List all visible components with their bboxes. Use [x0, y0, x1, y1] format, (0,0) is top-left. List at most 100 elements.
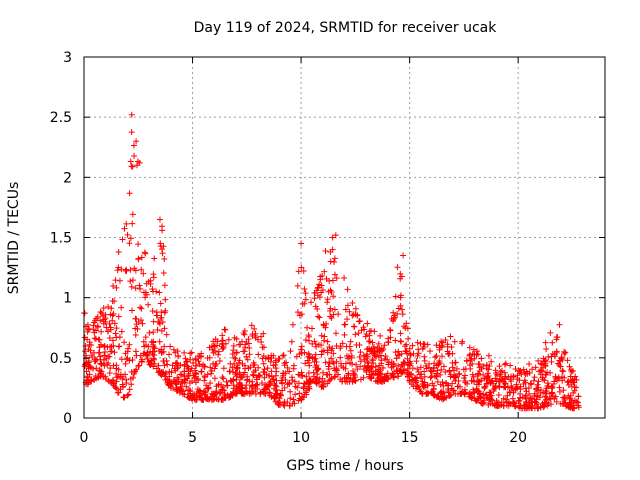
data-point: [278, 392, 285, 399]
data-point: [501, 369, 508, 376]
data-point: [512, 366, 519, 373]
data-point: [135, 362, 142, 369]
data-point: [311, 289, 318, 296]
data-point: [240, 330, 247, 337]
data-point: [349, 299, 356, 306]
data-point: [299, 372, 306, 379]
data-point: [513, 381, 520, 388]
data-point: [248, 384, 255, 391]
data-point: [522, 392, 529, 399]
data-point: [97, 360, 104, 367]
data-point: [492, 370, 499, 377]
data-point: [302, 290, 309, 297]
data-point: [164, 361, 171, 368]
data-point: [126, 341, 133, 348]
data-point: [314, 292, 321, 299]
data-point: [161, 343, 168, 350]
data-point: [229, 391, 236, 398]
data-point: [312, 341, 319, 348]
data-point: [205, 385, 212, 392]
data-point: [290, 365, 297, 372]
data-point: [183, 359, 190, 366]
data-point: [213, 388, 220, 395]
data-point: [532, 364, 539, 371]
data-point: [156, 338, 163, 345]
data-point: [542, 396, 549, 403]
x-axis-label: GPS time / hours: [286, 458, 403, 474]
data-point: [135, 256, 142, 263]
data-point: [467, 391, 474, 398]
data-point: [502, 360, 509, 367]
data-point: [402, 324, 409, 331]
data-point: [327, 376, 334, 383]
data-point: [150, 271, 157, 278]
data-point: [363, 330, 370, 337]
data-point: [134, 325, 141, 332]
data-point: [468, 377, 475, 384]
data-point: [139, 320, 146, 327]
data-point: [575, 404, 582, 411]
data-point: [170, 346, 177, 353]
data-point: [347, 347, 354, 354]
data-point: [460, 366, 467, 373]
data-point: [294, 309, 301, 316]
data-point: [142, 334, 149, 341]
data-point: [374, 378, 381, 385]
data-point: [227, 377, 234, 384]
data-point: [88, 341, 95, 348]
data-point: [490, 386, 497, 393]
data-point: [327, 258, 334, 265]
data-point: [219, 332, 226, 339]
data-point: [294, 282, 301, 289]
data-point: [127, 235, 134, 242]
data-point: [332, 330, 339, 337]
data-point: [98, 341, 105, 348]
data-point: [166, 351, 173, 358]
data-point: [300, 394, 307, 401]
data-point: [150, 363, 157, 370]
data-point: [547, 369, 554, 376]
data-point: [156, 216, 163, 223]
data-point: [248, 390, 255, 397]
data-point: [116, 334, 123, 341]
data-point: [233, 383, 240, 390]
data-point: [137, 304, 144, 311]
data-point: [449, 364, 456, 371]
data-point: [306, 351, 313, 358]
data-point: [526, 403, 533, 410]
data-point: [414, 366, 421, 373]
data-point: [404, 365, 411, 372]
data-point: [90, 322, 97, 329]
data-point: [333, 275, 340, 282]
data-point: [217, 389, 224, 396]
data-point: [315, 284, 322, 291]
data-point: [274, 390, 281, 397]
data-point: [516, 377, 523, 384]
data-point: [210, 338, 217, 345]
data-point: [239, 361, 246, 368]
data-point: [474, 378, 481, 385]
data-point: [571, 384, 578, 391]
data-point: [560, 394, 567, 401]
data-point: [215, 396, 222, 403]
data-point: [137, 285, 144, 292]
data-point: [290, 396, 297, 403]
data-point: [365, 338, 372, 345]
data-point: [531, 392, 538, 399]
data-point: [480, 390, 487, 397]
data-point: [288, 338, 295, 345]
data-point: [553, 398, 560, 405]
data-point: [438, 338, 445, 345]
data-point: [162, 370, 169, 377]
data-point: [295, 371, 302, 378]
data-point: [256, 373, 263, 380]
data-point: [257, 389, 264, 396]
data-point: [280, 352, 287, 359]
data-point: [150, 356, 157, 363]
data-point: [324, 299, 331, 306]
data-point: [211, 342, 218, 349]
data-point: [144, 352, 151, 359]
data-point: [570, 379, 577, 386]
data-point: [392, 349, 399, 356]
data-point: [469, 371, 476, 378]
